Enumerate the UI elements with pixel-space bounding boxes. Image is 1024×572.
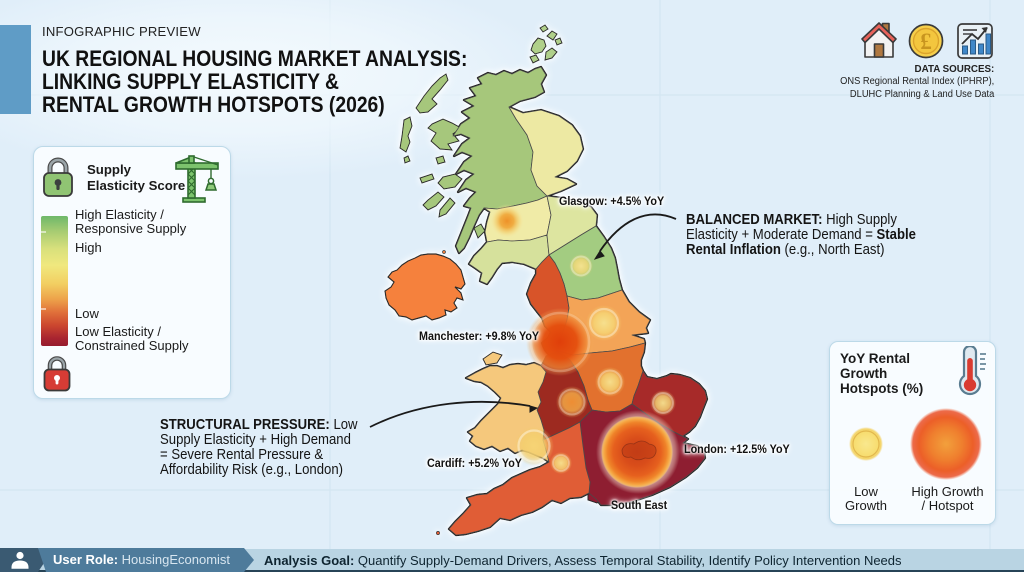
svg-text:£: £ [920,29,932,54]
